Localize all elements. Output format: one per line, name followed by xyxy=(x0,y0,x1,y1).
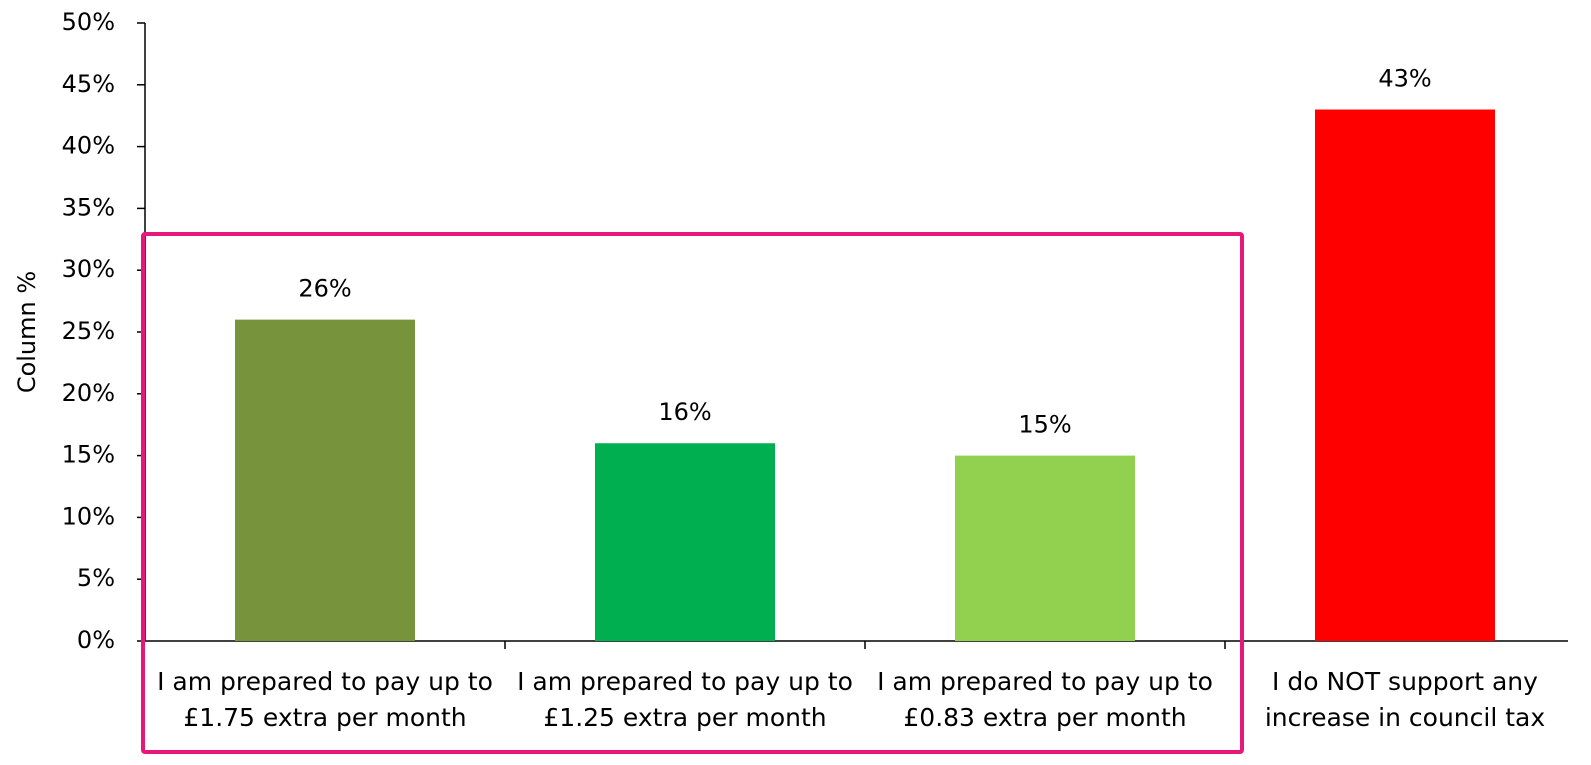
x-tick-label: I do NOT support any increase in council… xyxy=(1264,667,1546,732)
y-tick-label: 50% xyxy=(62,8,115,36)
x-tick-label: I am prepared to pay up to £1.25 extra p… xyxy=(517,667,853,732)
x-tick-label: I am prepared to pay up to £1.75 extra p… xyxy=(157,667,493,732)
bar xyxy=(1315,109,1495,641)
y-axis-label: Column % xyxy=(13,271,41,393)
y-tick-label: 45% xyxy=(62,70,115,98)
data-label: 43% xyxy=(1378,65,1431,93)
data-label: 16% xyxy=(658,398,711,426)
y-tick-label: 40% xyxy=(62,132,115,160)
highlight-box xyxy=(141,232,1244,754)
y-tick-label: 0% xyxy=(77,626,115,654)
y-tick-label: 30% xyxy=(62,255,115,283)
bar xyxy=(235,319,415,641)
y-tick-label: 15% xyxy=(62,441,115,469)
data-label: 15% xyxy=(1018,411,1071,439)
y-tick-label: 10% xyxy=(62,502,115,530)
x-tick-label: I am prepared to pay up to £0.83 extra p… xyxy=(877,667,1213,732)
bar xyxy=(595,443,775,641)
y-tick-label: 35% xyxy=(62,193,115,221)
y-tick-label: 25% xyxy=(62,317,115,345)
data-label: 26% xyxy=(298,275,351,303)
y-tick-label: 20% xyxy=(62,379,115,407)
y-tick-label: 5% xyxy=(77,564,115,592)
bar xyxy=(955,455,1135,641)
